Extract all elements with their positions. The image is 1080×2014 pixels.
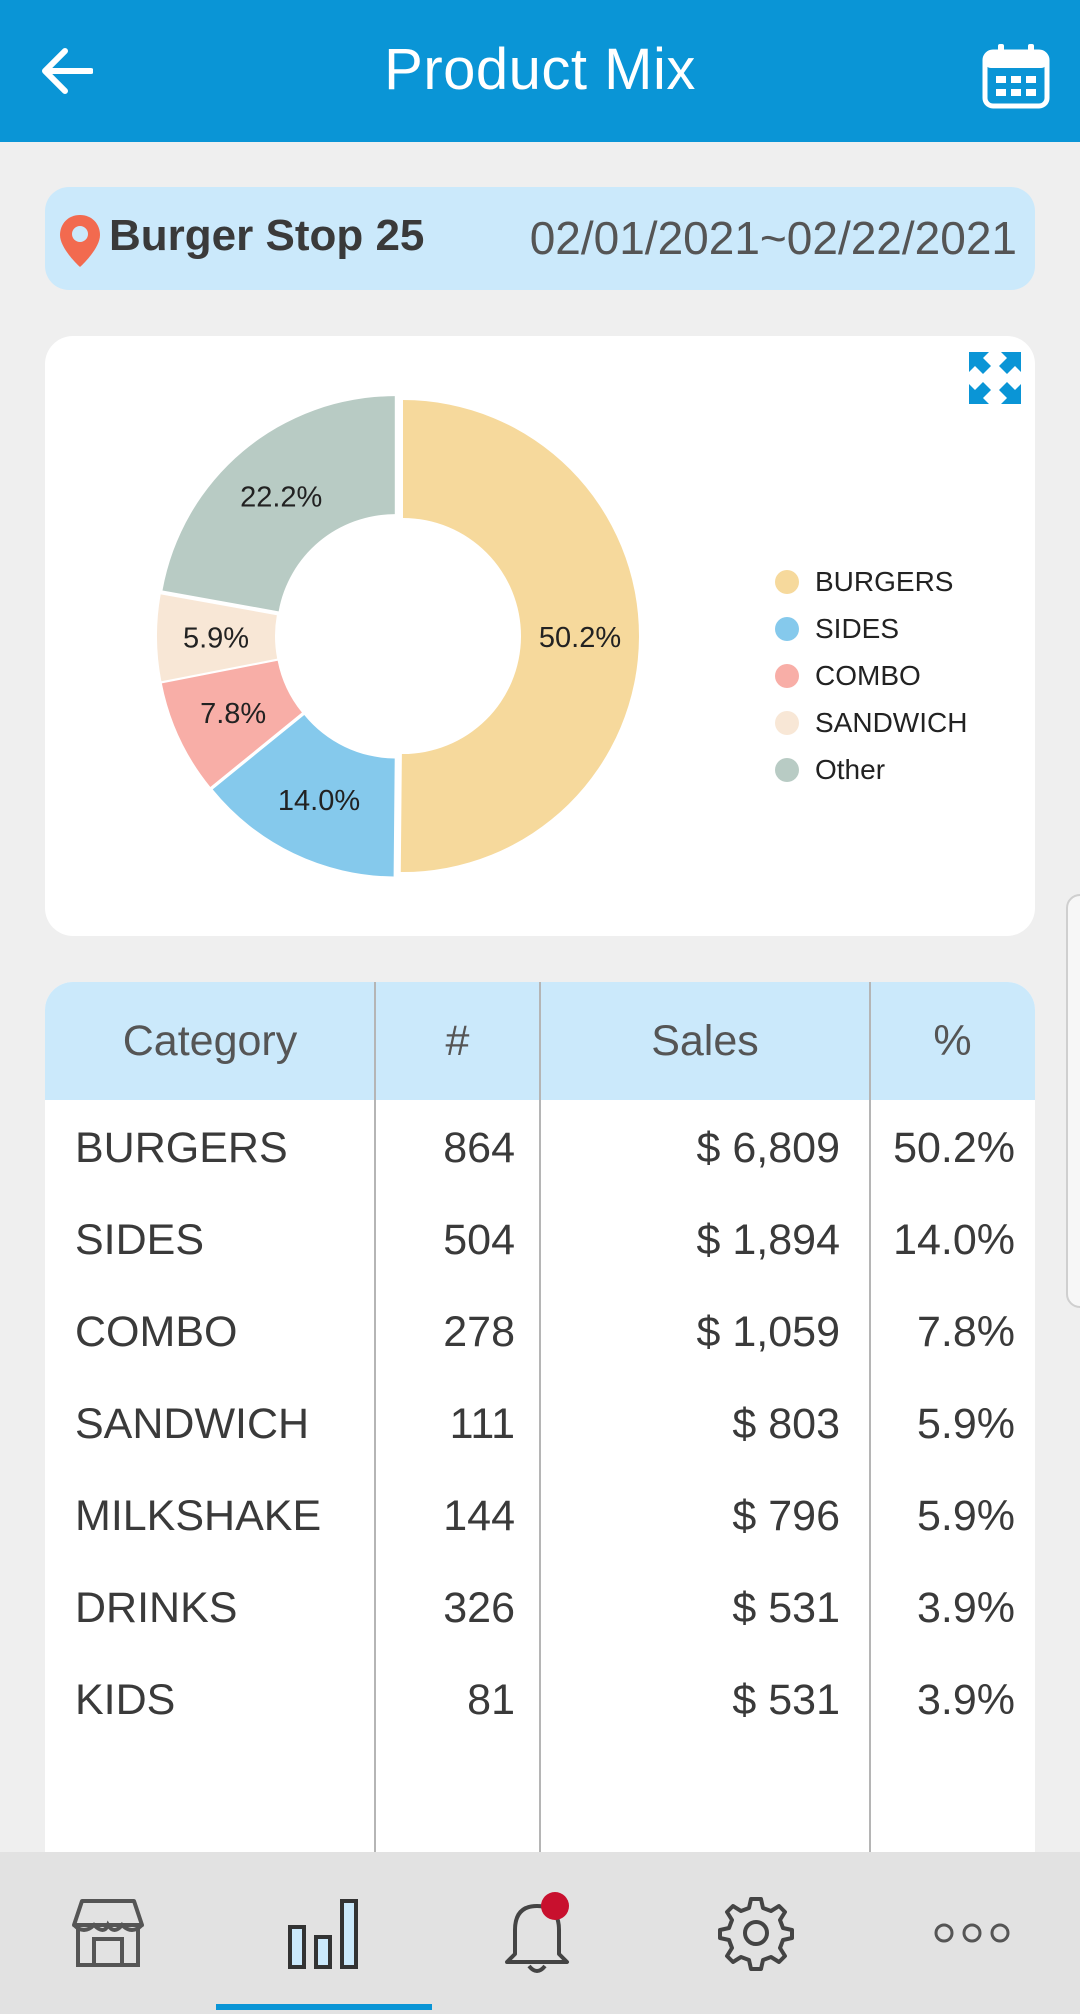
calendar-button[interactable]	[980, 40, 1052, 112]
header-category[interactable]: Category	[122, 1017, 298, 1065]
table-row[interactable]: COMBO 278 $ 1,059 7.8%	[45, 1286, 1035, 1378]
legend-item[interactable]: BURGERS	[775, 558, 967, 605]
active-tab-indicator	[216, 2004, 432, 2010]
legend-label: SIDES	[815, 612, 900, 644]
bar-chart-icon	[288, 1899, 358, 1969]
slice-label: 7.8%	[200, 698, 266, 730]
cell-category: SANDWICH	[75, 1400, 310, 1448]
chart-legend: BURGERS SIDES COMBO SANDWICH Other	[775, 558, 967, 793]
legend-item[interactable]: Other	[775, 746, 967, 793]
cell-count: 278	[443, 1308, 515, 1356]
cell-percent: 14.0%	[893, 1216, 1015, 1264]
table-row[interactable]: DRINKS 326 $ 531 3.9%	[45, 1562, 1035, 1654]
legend-swatch	[775, 757, 799, 782]
nav-reports[interactable]	[216, 1852, 432, 2014]
legend-item[interactable]: COMBO	[775, 652, 967, 699]
cell-percent: 7.8%	[916, 1308, 1015, 1356]
header-percent[interactable]: %	[933, 1017, 972, 1065]
nav-more[interactable]	[864, 1852, 1080, 2014]
cell-sales: $ 1,894	[696, 1216, 840, 1264]
legend-label: Other	[815, 753, 886, 785]
cell-category: KIDS	[75, 1676, 176, 1724]
table-row[interactable]: SANDWICH 111 $ 803 5.9%	[45, 1378, 1035, 1470]
slice-label: 5.9%	[183, 622, 249, 654]
slice-label: 22.2%	[240, 481, 322, 513]
date-range[interactable]: 02/01/2021~02/22/2021	[529, 212, 1017, 264]
legend-swatch	[775, 710, 799, 735]
cell-category: BURGERS	[75, 1124, 288, 1172]
column-divider	[539, 982, 541, 2014]
header-count[interactable]: #	[445, 1017, 470, 1065]
bottom-nav	[0, 1852, 1080, 2014]
cell-sales: $ 531	[732, 1676, 840, 1724]
legend-item[interactable]: SIDES	[775, 605, 967, 652]
legend-label: COMBO	[815, 659, 921, 691]
store-icon	[72, 1899, 144, 1967]
cell-count: 504	[443, 1216, 515, 1264]
cell-percent: 3.9%	[916, 1584, 1015, 1632]
slice-label: 14.0%	[278, 785, 360, 817]
legend-swatch	[775, 663, 799, 688]
column-divider	[869, 982, 871, 2014]
cell-percent: 3.9%	[916, 1676, 1015, 1724]
donut-slice-other[interactable]	[162, 396, 395, 612]
legend-swatch	[775, 569, 799, 594]
gear-icon	[718, 1897, 794, 1971]
page-title: Product Mix	[384, 37, 696, 102]
donut-chart: 50.2% 14.0% 7.8% 5.9% 22.2%	[157, 396, 639, 877]
nav-settings[interactable]	[648, 1852, 864, 2014]
cell-sales: $ 803	[732, 1400, 840, 1448]
cell-count: 864	[443, 1124, 515, 1172]
table-row[interactable]: MILKSHAKE 144 $ 796 5.9%	[45, 1470, 1035, 1562]
table-row[interactable]: BURGERS 864 $ 6,809 50.2%	[45, 1102, 1035, 1194]
cell-count: 326	[443, 1584, 515, 1632]
donut-slice-sides[interactable]	[212, 714, 395, 877]
nav-store[interactable]	[0, 1852, 216, 2014]
calendar-icon	[982, 44, 1050, 109]
legend-swatch	[775, 616, 799, 641]
side-panel-handle[interactable]	[1066, 894, 1080, 1308]
table-row[interactable]: KIDS 81 $ 531 3.9%	[45, 1654, 1035, 1746]
header-sales[interactable]: Sales	[651, 1017, 759, 1065]
cell-category: COMBO	[75, 1308, 238, 1356]
cell-sales: $ 1,059	[696, 1308, 840, 1356]
column-divider	[374, 982, 376, 2014]
legend-item[interactable]: SANDWICH	[775, 699, 967, 746]
cell-category: MILKSHAKE	[75, 1492, 322, 1540]
cell-count: 144	[443, 1492, 515, 1540]
donut-slice-burgers[interactable]	[400, 400, 639, 873]
legend-label: SANDWICH	[815, 706, 968, 738]
app-header: Product Mix	[0, 0, 1080, 142]
cell-category: SIDES	[75, 1216, 205, 1264]
cell-percent: 5.9%	[916, 1400, 1015, 1448]
table-row[interactable]: SIDES 504 $ 1,894 14.0%	[45, 1194, 1035, 1286]
cell-sales: $ 6,809	[696, 1124, 840, 1172]
expand-button[interactable]	[965, 348, 1025, 408]
location-pin-icon	[60, 215, 100, 267]
nav-notifications[interactable]	[432, 1852, 648, 2014]
arrow-left-icon	[42, 48, 93, 94]
cell-sales: $ 796	[732, 1492, 840, 1540]
cell-sales: $ 531	[732, 1584, 840, 1632]
expand-icon	[969, 352, 1021, 404]
cell-count: 81	[467, 1676, 515, 1724]
product-table: Category # Sales % BURGERS 864 $ 6,809 5…	[45, 982, 1035, 2014]
legend-label: BURGERS	[815, 565, 954, 597]
cell-percent: 50.2%	[893, 1124, 1015, 1172]
cell-count: 111	[449, 1400, 515, 1448]
store-name: Burger Stop 25	[109, 211, 425, 260]
cell-category: DRINKS	[75, 1584, 238, 1632]
cell-percent: 5.9%	[916, 1492, 1015, 1540]
chart-card: 50.2% 14.0% 7.8% 5.9% 22.2% BURGERS SIDES COMB…	[45, 336, 1035, 936]
more-icon	[934, 1923, 1010, 1943]
slice-label: 50.2%	[539, 622, 621, 654]
back-button[interactable]	[38, 42, 96, 100]
location-bar[interactable]: Burger Stop 25 02/01/2021~02/22/2021	[45, 187, 1035, 290]
bell-icon	[505, 1892, 569, 1973]
donut-slice-sandwich[interactable]	[157, 594, 278, 682]
donut-slice-combo[interactable]	[161, 660, 302, 787]
